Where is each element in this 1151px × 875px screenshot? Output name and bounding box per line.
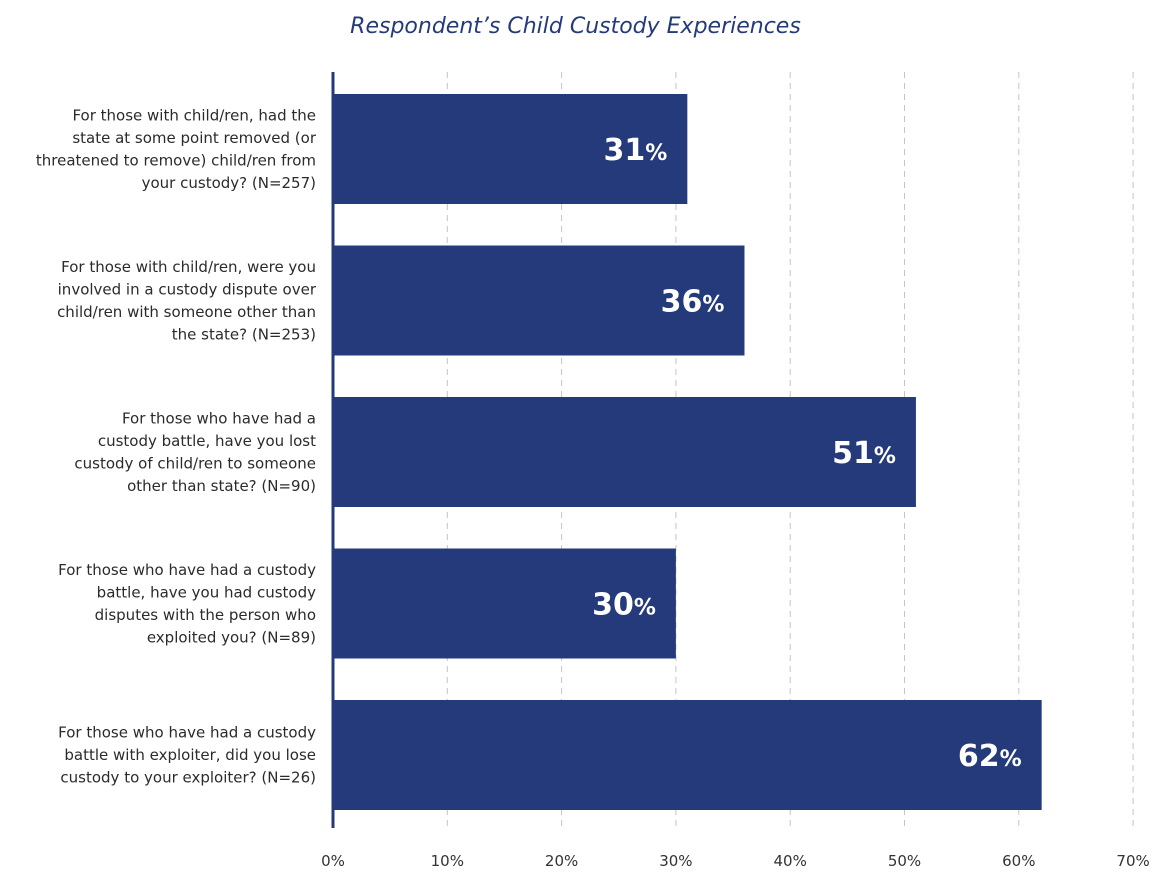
value-labels: 31%36%51%30%62%: [592, 133, 1022, 774]
bar-value-label: 62%: [958, 739, 1022, 774]
category-label: For those who have had a custody battle, …: [74, 409, 316, 495]
category-label-line: custody of child/ren to someone: [74, 454, 316, 472]
category-label-line: child/ren with someone other than: [57, 303, 316, 321]
bar-value-unit: %: [645, 141, 667, 166]
category-label: For those with child/ren, had the state a…: [36, 106, 317, 192]
bar-value-unit: %: [702, 293, 724, 318]
bar-value-unit: %: [634, 596, 656, 621]
x-tick-label: 20%: [545, 852, 578, 870]
category-label-line: For those with child/ren, had the: [72, 106, 316, 124]
x-tick-label: 10%: [431, 852, 464, 870]
bars: [333, 94, 1042, 810]
bar-value-number: 51: [832, 436, 874, 471]
category-label-line: For those who have had a custody: [58, 724, 316, 742]
bar-value-unit: %: [874, 444, 896, 469]
x-tick-label: 60%: [1002, 852, 1035, 870]
category-labels: For those with child/ren, had the state a…: [36, 106, 317, 786]
bar-value-label: 36%: [661, 285, 725, 320]
category-label-line: the state? (N=253): [172, 325, 316, 343]
bar-value-number: 62: [958, 739, 1000, 774]
category-label-line: disputes with the person who: [95, 606, 316, 624]
category-label-line: battle, have you had custody: [97, 583, 316, 601]
x-tick-label: 0%: [321, 852, 345, 870]
bar: [333, 397, 916, 507]
category-label-line: custody to your exploiter? (N=26): [60, 769, 316, 787]
category-label-line: involved in a custody dispute over: [58, 280, 317, 298]
category-label-line: battle with exploiter, did you lose: [64, 746, 316, 764]
category-label-line: state at some point removed (or: [72, 129, 317, 147]
x-tick-label: 40%: [774, 852, 807, 870]
chart-title: Respondent’s Child Custody Experiences: [350, 14, 801, 39]
x-tick-label: 30%: [659, 852, 692, 870]
bar-value-label: 31%: [604, 133, 668, 168]
bar: [333, 548, 676, 659]
category-label-line: For those who have had a custody: [58, 561, 316, 579]
category-label-line: your custody? (N=257): [142, 174, 316, 192]
bar-value-number: 30: [592, 588, 634, 623]
category-label-line: custody battle, have you lost: [98, 432, 316, 450]
bar-value-number: 36: [661, 285, 703, 320]
bar-value-number: 31: [604, 133, 646, 168]
category-label: For those who have had a custody battle, …: [58, 561, 316, 647]
category-label-line: For those with child/ren, were you: [61, 258, 316, 276]
bar-value-label: 30%: [592, 588, 656, 623]
x-tick-label: 70%: [1116, 852, 1149, 870]
bar: [333, 94, 688, 204]
bar-value-label: 51%: [832, 436, 896, 471]
x-tick-label: 50%: [888, 852, 921, 870]
bar: [333, 700, 1042, 810]
x-axis-ticks: 0% 10% 20% 30% 40% 50% 60% 70%: [321, 852, 1150, 870]
category-label: For those with child/ren, were you involv…: [57, 258, 317, 344]
category-label: For those who have had a custody battle w…: [58, 724, 316, 787]
bar-value-unit: %: [1000, 747, 1022, 772]
category-label-line: threatened to remove) child/ren from: [36, 151, 316, 169]
category-label-line: exploited you? (N=89): [147, 628, 316, 646]
bar: [333, 245, 745, 356]
category-label-line: other than state? (N=90): [127, 477, 316, 495]
category-label-line: For those who have had a: [122, 409, 316, 427]
